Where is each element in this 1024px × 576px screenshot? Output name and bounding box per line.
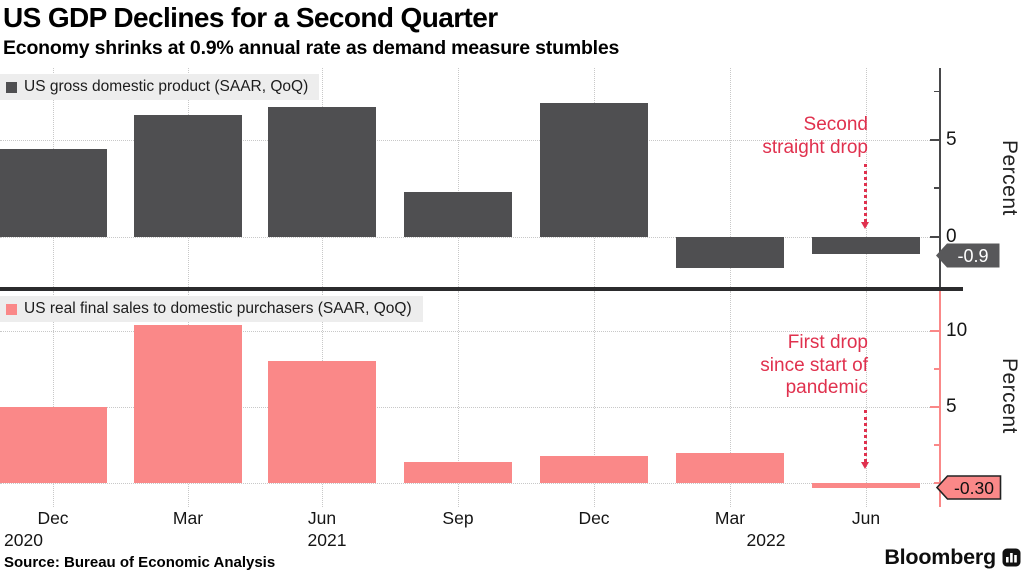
legend-final-sales: US real final sales to domestic purchase… xyxy=(0,296,423,322)
y-axis-title-bottom: Percent xyxy=(998,358,1021,434)
x-tick-label: Mar xyxy=(714,508,746,528)
sales-bar xyxy=(812,483,920,488)
x-tick-label: Dec xyxy=(578,508,610,528)
gridline-horizontal xyxy=(0,139,940,141)
x-tick-label: Mar xyxy=(172,508,204,528)
y-tick-label: 5 xyxy=(946,129,957,151)
y-tick-label: 0 xyxy=(946,226,957,248)
last-value-tag-gdp-text: -0.9 xyxy=(957,246,988,266)
annotation-line: Second xyxy=(803,114,868,135)
annotation-second-straight-drop: Second straight drop xyxy=(762,114,868,159)
annotation-line: straight drop xyxy=(762,136,868,158)
y-tick-minor xyxy=(934,368,940,370)
y-axis-line xyxy=(939,68,941,291)
gridline-horizontal xyxy=(0,483,940,485)
legend-final-sales-label: US real final sales to domestic purchase… xyxy=(24,300,412,317)
arrowhead-icon xyxy=(861,222,869,229)
annotation-arrow-top-icon xyxy=(861,164,869,229)
legend-swatch-gdp-icon xyxy=(6,81,17,93)
final-sales-chart-panel: US real final sales to domestic purchase… xyxy=(0,291,1024,507)
annotation-arrow-bottom-icon xyxy=(861,410,869,469)
y-tick-minor xyxy=(934,444,940,446)
sales-bar xyxy=(404,461,512,484)
gdp-bar xyxy=(268,106,376,237)
tag-shape xyxy=(936,243,1000,268)
y-axis-title-top: Percent xyxy=(998,140,1021,216)
y-tick-label: 10 xyxy=(946,320,968,342)
x-year-label: 2020 xyxy=(4,530,43,550)
x-tick-label: Dec xyxy=(37,508,69,528)
sales-bar xyxy=(268,361,376,484)
gridline-vertical xyxy=(729,291,731,507)
brand-lockup: Bloomberg xyxy=(884,545,1021,570)
brand-name: Bloomberg xyxy=(884,545,996,569)
source-note: Source: Bureau of Economic Analysis xyxy=(4,554,276,571)
gdp-bar xyxy=(0,149,107,237)
gdp-bar xyxy=(812,236,920,255)
y-tick xyxy=(930,329,940,332)
y-tick-minor xyxy=(934,90,940,92)
annotation-line: pandemic xyxy=(785,377,868,398)
gridline-horizontal xyxy=(0,236,940,238)
gridline-vertical xyxy=(457,68,459,291)
bloomberg-chart-icon xyxy=(1002,548,1021,567)
last-value-tag-final-sales-text: -0.30 xyxy=(954,478,994,498)
annotation-line: since start of xyxy=(760,354,868,376)
x-tick-label: Jun xyxy=(307,508,337,528)
x-tick-label: Sep xyxy=(442,508,474,528)
x-tick-label: Jun xyxy=(851,508,881,528)
page-title: US GDP Declines for a Second Quarter xyxy=(3,2,498,33)
legend-swatch-final-sales-icon xyxy=(6,303,17,315)
y-tick-label: 5 xyxy=(946,396,957,418)
y-tick-minor xyxy=(934,482,940,484)
gridline-vertical xyxy=(729,68,731,291)
gridline-horizontal xyxy=(0,330,940,332)
gridline-vertical xyxy=(865,291,867,507)
annotation-first-drop-pandemic: First drop since start of pandemic xyxy=(760,332,868,400)
gridline-vertical xyxy=(593,291,595,507)
page-subtitle: Economy shrinks at 0.9% annual rate as d… xyxy=(3,37,620,59)
y-axis-line xyxy=(939,291,941,507)
y-tick-minor xyxy=(934,187,940,189)
panel-divider xyxy=(0,287,963,291)
last-value-tag-gdp: -0.9 xyxy=(936,243,1000,268)
legend-gdp: US gross domestic product (SAAR, QoQ) xyxy=(0,74,320,100)
gdp-bar xyxy=(540,102,648,237)
sales-bar xyxy=(134,324,242,484)
tag-shape xyxy=(936,475,1002,500)
last-value-tag-final-sales: -0.30 xyxy=(936,475,1002,500)
gdp-bar xyxy=(676,236,784,268)
legend-gdp-label: US gross domestic product (SAAR, QoQ) xyxy=(24,78,309,95)
gridline-vertical xyxy=(52,291,54,507)
sales-bar xyxy=(0,406,107,484)
sales-bar xyxy=(676,452,784,484)
x-year-label: 2022 xyxy=(746,530,786,550)
gridline-vertical xyxy=(457,291,459,507)
sales-bar xyxy=(540,455,648,484)
gdp-chart-panel: US gross domestic product (SAAR, QoQ) 0 5 xyxy=(0,68,1024,291)
y-tick xyxy=(930,138,940,141)
x-year-label: 2021 xyxy=(307,530,347,550)
annotation-line: First drop xyxy=(787,332,868,353)
gridline-horizontal xyxy=(0,406,940,408)
arrowhead-icon xyxy=(861,462,869,469)
y-tick xyxy=(930,405,940,408)
gdp-bar xyxy=(134,114,242,237)
gdp-bar xyxy=(404,192,512,237)
y-tick xyxy=(930,235,940,238)
